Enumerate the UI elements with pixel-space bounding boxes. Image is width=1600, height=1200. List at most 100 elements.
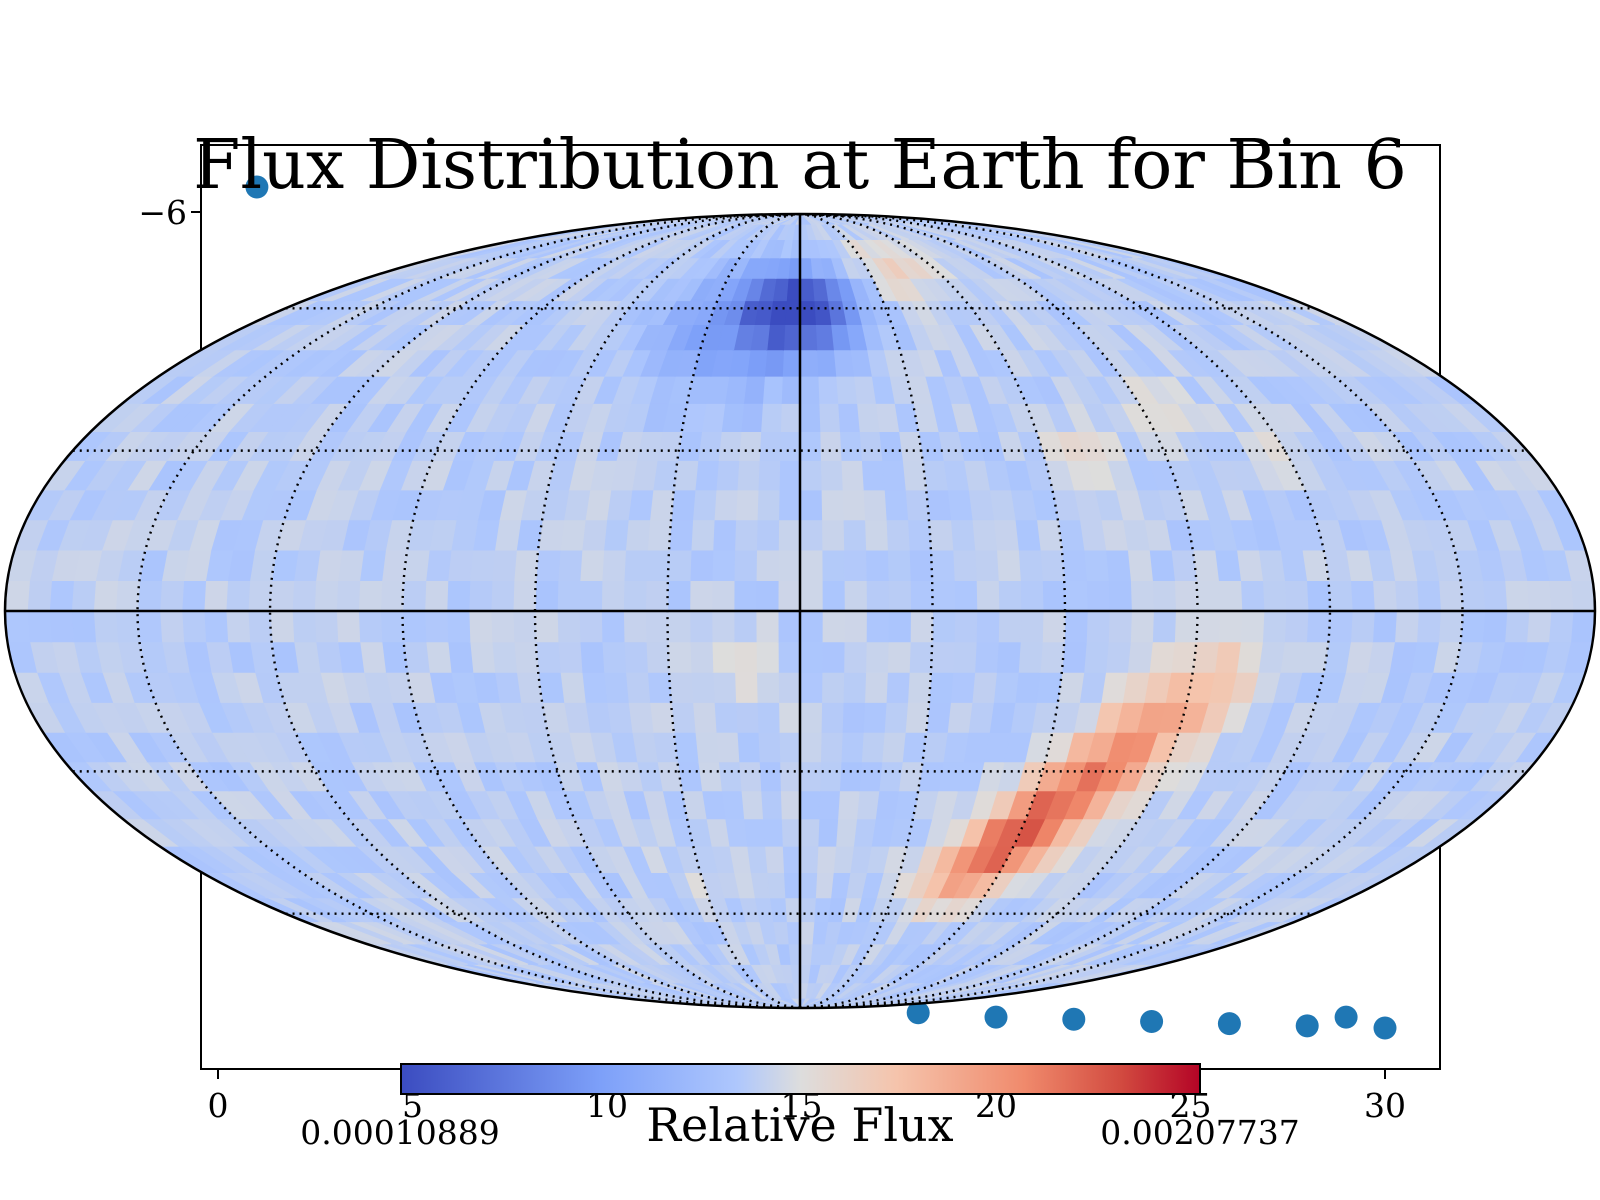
flux-pixel	[1195, 610, 1221, 643]
flux-pixel	[799, 549, 823, 582]
flux-pixel	[622, 579, 647, 612]
flux-pixel	[755, 579, 779, 612]
flux-pixel	[559, 671, 586, 703]
flux-pixel	[799, 845, 819, 874]
flux-pixel	[601, 640, 627, 673]
flux-pixel	[1349, 610, 1375, 643]
flux-pixel	[1503, 610, 1530, 643]
flux-pixel	[815, 845, 837, 874]
flux-pixel	[862, 701, 887, 733]
flux-pixel	[711, 640, 736, 673]
flux-pixel	[733, 671, 758, 703]
flux-pixel	[878, 761, 903, 792]
flux-pixel	[928, 671, 954, 703]
flux-pixel	[799, 238, 811, 259]
flux-pixel	[601, 549, 627, 582]
flux-pixel	[1481, 610, 1508, 643]
flux-pixel	[799, 375, 820, 404]
flux-pixel	[946, 489, 973, 521]
flux-pixel	[447, 549, 474, 582]
flux-pixel	[949, 519, 976, 551]
flux-pixel	[469, 640, 496, 673]
flux-pixel	[992, 671, 1019, 703]
flux-pixel	[490, 579, 515, 612]
flux-pixel	[379, 579, 405, 612]
flux-pixel	[799, 430, 822, 461]
flux-pixel	[1547, 579, 1574, 612]
scatter-point	[984, 1005, 1008, 1029]
flux-pixel	[1085, 610, 1110, 643]
flux-pixel	[878, 430, 903, 461]
flux-pixel	[694, 731, 719, 763]
flux-pixel	[557, 549, 583, 582]
flux-pixel	[557, 640, 583, 673]
flux-pixel	[535, 549, 561, 582]
flux-pixel	[203, 579, 229, 612]
flux-pixel	[623, 549, 648, 582]
flux-pixel	[761, 375, 783, 404]
flux-pixel	[713, 701, 738, 733]
flux-pixel	[759, 402, 782, 432]
flux-pixel	[975, 579, 1000, 612]
flux-pixel	[690, 519, 715, 551]
flux-pixel	[863, 671, 888, 703]
flux-pixel	[1039, 640, 1065, 673]
flux-pixel	[1217, 579, 1243, 612]
flux-pixel	[733, 549, 758, 582]
flux-pixel	[755, 640, 779, 673]
flux-pixel	[733, 640, 758, 673]
flux-pixel	[158, 610, 185, 643]
x-tick-label: 5	[402, 1086, 423, 1125]
flux-pixel	[559, 519, 586, 551]
flux-pixel	[906, 671, 932, 703]
flux-pixel	[1503, 579, 1530, 612]
flux-pixel	[1371, 610, 1397, 643]
flux-pixel	[1173, 579, 1199, 612]
flux-pixel	[763, 845, 785, 874]
flux-pixel	[799, 789, 821, 820]
flux-pixel	[865, 610, 889, 643]
flux-pixel	[761, 818, 783, 847]
flux-pixel	[666, 579, 691, 612]
scatter-point	[906, 1001, 930, 1025]
flux-pixel	[247, 610, 273, 643]
flux-pixel	[1083, 549, 1109, 582]
flux-pixel	[784, 896, 801, 923]
flux-pixel	[832, 349, 855, 377]
flux-pixel	[781, 845, 801, 874]
flux-pixel	[513, 640, 539, 673]
flux-pixel	[909, 610, 934, 643]
flux-pixel	[813, 299, 832, 325]
flux-pixel	[269, 610, 295, 643]
flux-pixel	[468, 610, 493, 643]
flux-pixel	[712, 671, 737, 703]
flux-pixel	[1393, 579, 1419, 612]
flux-pixel	[758, 761, 781, 792]
flux-pixel	[799, 323, 818, 351]
flux-pixel	[1349, 579, 1375, 612]
flux-pixel	[992, 519, 1019, 551]
flux-pixel	[694, 459, 719, 491]
x-tick-label: 0	[208, 1086, 229, 1125]
flux-pixel	[736, 459, 760, 491]
flux-pixel	[1437, 579, 1464, 612]
flux-pixel	[534, 610, 559, 643]
flux-pixel	[1151, 610, 1177, 643]
flux-pixel	[1148, 640, 1175, 673]
flux-pixel	[814, 323, 834, 351]
flux-pixel	[1085, 579, 1110, 612]
flux-pixel	[883, 489, 909, 521]
flux-pixel	[815, 349, 837, 377]
flux-pixel	[736, 731, 760, 763]
flux-pixel	[881, 731, 906, 763]
flux-pixel	[269, 579, 295, 612]
flux-pixel	[578, 579, 603, 612]
flux-pixel	[513, 549, 539, 582]
flux-pixel	[821, 610, 845, 643]
flux-pixel	[862, 489, 887, 521]
flux-pixel	[820, 519, 845, 551]
flux-pixel	[1283, 579, 1309, 612]
flux-pixel	[817, 375, 839, 404]
flux-pixel	[811, 277, 829, 302]
flux-pixel	[688, 579, 713, 612]
